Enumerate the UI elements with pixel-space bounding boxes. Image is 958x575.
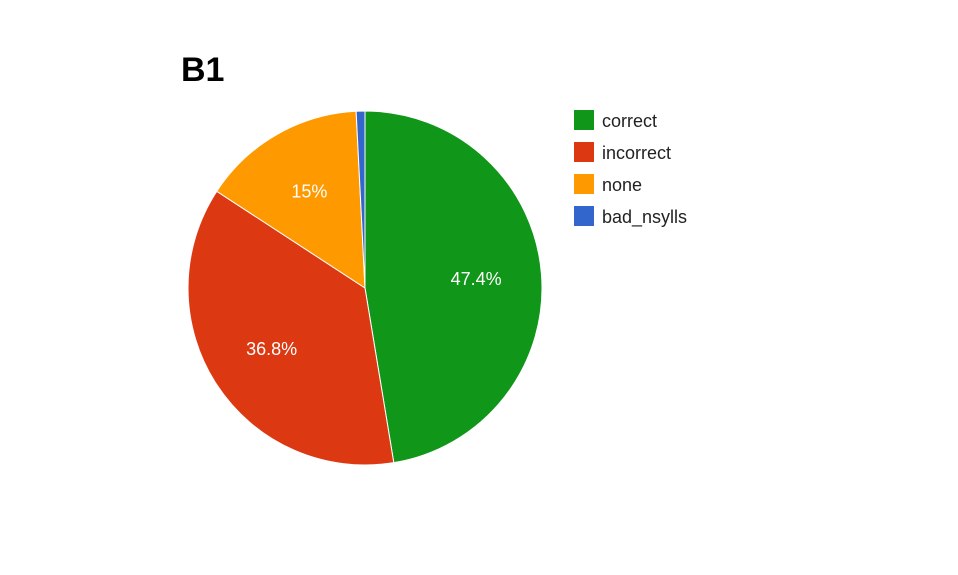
pie-slice-bad-nsylls [355,110,366,289]
pie-slice-none [216,110,366,289]
legend-swatch-none [574,174,594,194]
legend-label-correct: correct [602,111,657,131]
legend-label-none: none [602,175,642,195]
slice-label-none: 15% [291,181,327,201]
pie-slices [187,110,543,466]
legend-label-incorrect: incorrect [602,143,671,163]
slice-label-incorrect: 36.8% [246,339,297,359]
pie-slice-correct [364,110,543,464]
chart-title: B1 [181,51,224,89]
pie-slice-incorrect [187,190,395,466]
legend-label-bad-nsylls: bad_nsylls [602,207,687,228]
slice-label-correct: 47.4% [451,269,502,289]
pie-slice-labels: 47.4% 36.8% 15% [246,181,502,359]
legend-swatch-bad-nsylls [574,206,594,226]
legend: correct incorrect none bad_nsylls [574,110,687,228]
legend-swatch-incorrect [574,142,594,162]
legend-swatch-correct [574,110,594,130]
